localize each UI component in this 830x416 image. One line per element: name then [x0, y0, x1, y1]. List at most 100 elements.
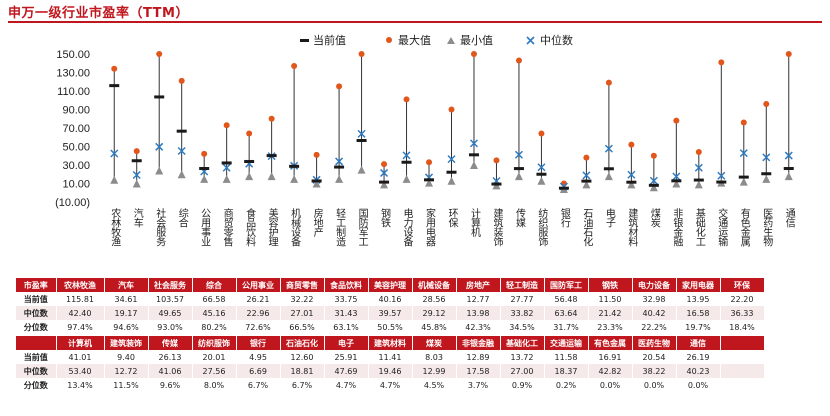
table-cell: 18.81	[280, 364, 325, 378]
page-title: 申万一级行业市盈率（TTM）	[8, 6, 189, 21]
median-marker	[357, 129, 366, 138]
summary-table: 计算机 建筑装饰 传媒 纺织服饰 银行 石油石化 电子 建筑材料 煤炭 非银金融 基础化工 交通运输有…	[16, 336, 765, 392]
max-marker	[538, 130, 545, 137]
max-marker	[470, 51, 477, 57]
table-header-cell: 社会服务	[148, 278, 193, 292]
table-row-label: 分位数	[16, 378, 57, 392]
y-tick-label: 70.00	[62, 123, 90, 135]
table-header-cell: 纺织服饰	[192, 336, 237, 350]
table-cell: 12.99	[412, 364, 457, 378]
max-marker	[178, 77, 185, 84]
category-group: 建筑材料	[626, 141, 638, 248]
table-cell: 0.9%	[500, 378, 545, 392]
max-marker	[223, 122, 230, 129]
median-marker	[380, 168, 389, 177]
median-marker	[469, 139, 479, 148]
table-header-cell: 建筑材料	[368, 336, 413, 350]
current-marker	[446, 170, 457, 174]
table-row-label: 当前值	[16, 350, 57, 364]
category-group: 银行	[558, 180, 570, 229]
category-group: 钢铁	[379, 161, 391, 228]
legend-label: 最大值	[398, 33, 431, 47]
table-cell: 42.82	[588, 364, 633, 378]
table-cell: 33.75	[324, 292, 369, 306]
table-cell: 34.5%	[500, 320, 545, 334]
category-label: 电力设备	[401, 207, 413, 248]
category-label: 轻工制造	[334, 207, 346, 247]
table-row-label: 中位数	[16, 306, 57, 320]
max-marker	[426, 159, 433, 166]
max-marker	[515, 57, 522, 64]
y-tick-label: 30.00	[62, 160, 90, 172]
category-label: 家用电器	[424, 207, 436, 248]
median-marker	[739, 149, 748, 158]
current-marker	[401, 160, 412, 164]
table-cell: 63.1%	[324, 320, 369, 334]
category-group: 石油石化	[581, 154, 593, 246]
table-cell: 27.77	[500, 292, 545, 306]
current-marker	[738, 175, 749, 179]
legend-current-symbol	[300, 39, 309, 42]
min-marker	[380, 180, 389, 189]
median-marker	[132, 170, 141, 180]
table-cell: 27.01	[280, 306, 325, 320]
table-header-cell: 传媒	[148, 336, 193, 350]
table-cell: 66.5%	[280, 320, 325, 334]
min-marker	[672, 179, 681, 188]
category-group: 社会服务	[154, 51, 166, 247]
min-marker	[784, 172, 793, 181]
max-marker	[133, 148, 140, 155]
median-marker	[694, 163, 703, 172]
legend-median-symbol	[526, 36, 535, 45]
table-cell: 11.5%	[104, 378, 149, 392]
table-cell: 20.01	[192, 350, 237, 364]
current-marker	[311, 179, 322, 183]
median-marker	[110, 149, 119, 158]
table-corner-cell	[16, 336, 57, 350]
median-marker	[514, 150, 523, 159]
category-group: 美容护理	[266, 115, 278, 246]
table-cell: 6.69	[236, 364, 281, 378]
category-label: 非银金融	[671, 208, 683, 248]
table-row: 中位数 42.40 19.17 49.65 45.16 22.96 27.01 31.43 39…	[16, 306, 765, 320]
median-marker	[177, 146, 186, 156]
min-marker	[402, 174, 411, 183]
table-header-cell: 环保	[720, 278, 765, 292]
legend-label: 最小值	[460, 34, 493, 47]
table-header-cell: 美容护理	[368, 278, 413, 292]
current-marker	[289, 164, 300, 168]
category-label: 房地产	[311, 207, 323, 238]
category-group: 传媒	[513, 57, 525, 228]
table-cell: 41.01	[56, 350, 105, 364]
category-group: 基础化工	[693, 149, 705, 246]
table-header-cell: 建筑装饰	[104, 336, 149, 350]
category-label: 煤炭	[648, 207, 660, 229]
table-cell: 103.57	[148, 292, 193, 306]
table-cell: 12.72	[104, 364, 149, 378]
current-marker	[221, 161, 232, 165]
table-header-cell: 公用事业	[236, 278, 281, 292]
median-marker	[627, 170, 636, 179]
table-cell: 26.21	[236, 292, 281, 306]
table-header-cell: 综合	[192, 278, 237, 292]
legend-max-symbol	[386, 37, 392, 43]
table-cell	[720, 364, 765, 378]
category-group: 食品饮料	[244, 130, 256, 247]
current-marker	[783, 167, 794, 171]
table-header-cell: 机械设备	[412, 278, 457, 292]
category-label: 银行	[558, 207, 570, 229]
category-label: 建筑材料	[626, 207, 638, 248]
current-marker	[379, 180, 390, 184]
max-marker	[111, 65, 118, 72]
category-group: 通信	[783, 51, 795, 228]
min-marker	[357, 165, 366, 174]
median-marker	[155, 142, 164, 151]
min-marker	[537, 176, 546, 185]
table-row: 当前值 41.01 9.40 26.13 20.01 4.95 12.60 25.91 11.4…	[16, 350, 765, 364]
category-label: 医药生物	[761, 208, 773, 248]
median-marker	[762, 153, 771, 162]
max-marker	[785, 51, 792, 57]
min-marker	[110, 175, 119, 184]
table-header-cell: 房地产	[456, 278, 501, 292]
pe-range-chart: 150.00 130.00 110.00 90.00 70.00 50.00 30.00 10…	[55, 33, 795, 248]
